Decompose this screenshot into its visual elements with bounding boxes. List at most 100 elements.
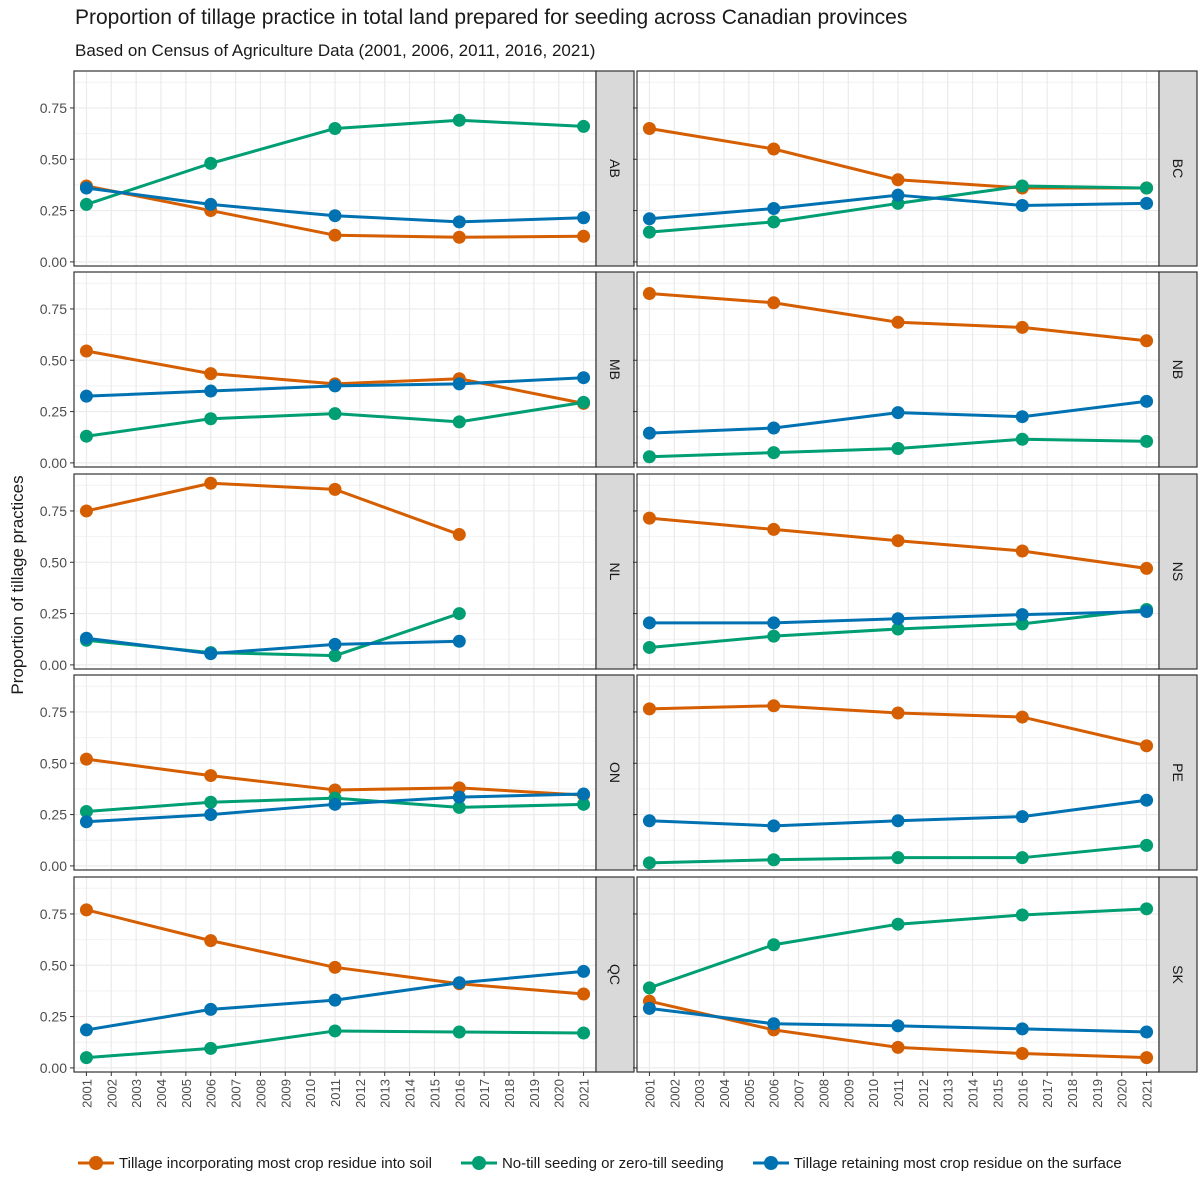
y-tick-label: 0.50 (40, 554, 67, 570)
data-point (1015, 608, 1029, 622)
data-point (767, 819, 781, 833)
data-point (204, 647, 218, 661)
y-tick-label: 0.25 (40, 606, 67, 622)
data-point (204, 476, 218, 490)
data-point (1015, 617, 1029, 631)
data-point (1140, 739, 1154, 753)
data-point (767, 699, 781, 713)
data-point (1015, 1022, 1029, 1036)
data-point (767, 142, 781, 156)
data-point (1015, 179, 1029, 193)
chart-title: Proportion of tillage practice in total … (75, 6, 908, 29)
panel-bc: BC (633, 70, 1198, 267)
x-tick-label: 2008 (816, 1079, 831, 1108)
data-point (328, 993, 342, 1007)
x-tick-label: 2011 (891, 1079, 906, 1107)
data-point (79, 631, 93, 645)
data-point (452, 377, 466, 391)
panel-qc: 0.00 0.25 0.50 0.75 2001 2002 2003 2004 2005 2006… (40, 876, 635, 1108)
x-tick-label: 2020 (552, 1079, 567, 1108)
data-point (79, 197, 93, 211)
data-point (1140, 561, 1154, 575)
data-point (767, 853, 781, 867)
panel-on: 0.00 0.25 0.50 0.75 ON (40, 674, 635, 874)
panel-mb: 0.00 0.25 0.50 0.75 MB (40, 271, 635, 471)
panel-ab: 0.00 0.25 0.50 0.75 AB (40, 70, 635, 270)
legend-label-incorporating: Tillage incorporating most crop residue … (119, 1154, 432, 1172)
data-point (577, 787, 591, 801)
panel-sk: 2001 2002 2003 2004 2005 2006 2007 2008 2009 2010… (633, 876, 1198, 1108)
x-tick-label: 2006 (204, 1079, 219, 1108)
data-point (79, 1051, 93, 1065)
x-tick-label: 2021 (1140, 1079, 1155, 1108)
data-point (891, 442, 905, 456)
data-point (891, 315, 905, 329)
x-tick-label: 2016 (1015, 1079, 1030, 1108)
x-tick-label: 2019 (527, 1079, 542, 1108)
facet-label: SK (1170, 965, 1186, 984)
data-point (328, 1024, 342, 1038)
data-point (79, 181, 93, 195)
x-tick-label: 2014 (966, 1079, 981, 1108)
data-point (204, 197, 218, 211)
series-line (86, 481, 460, 536)
data-point (328, 482, 342, 496)
data-point (328, 379, 342, 393)
data-point (767, 215, 781, 229)
x-tick-label: 2009 (278, 1079, 293, 1108)
y-tick-label: 0.50 (40, 352, 67, 368)
legend-key-incorporating (75, 1153, 117, 1173)
facet-label: AB (607, 159, 623, 178)
data-point (328, 121, 342, 135)
data-point (767, 446, 781, 460)
data-point (1015, 810, 1029, 824)
facet-strip (1158, 70, 1198, 267)
data-point (891, 706, 905, 720)
data-point (891, 173, 905, 187)
data-point (891, 851, 905, 865)
data-point (1140, 1051, 1154, 1065)
data-point (1140, 838, 1154, 852)
y-tick-label: 0.00 (40, 657, 67, 673)
x-tick-label: 2013 (378, 1079, 393, 1108)
data-point (891, 1019, 905, 1033)
data-point (79, 429, 93, 443)
data-point (204, 367, 218, 381)
data-point (1015, 198, 1029, 212)
data-point (1015, 410, 1029, 424)
x-tick-label: 2005 (179, 1079, 194, 1108)
data-point (79, 815, 93, 829)
data-point (767, 522, 781, 536)
facet-label: PE (1170, 763, 1186, 782)
y-tick-label: 0.00 (40, 1060, 67, 1076)
facet-label: MB (607, 359, 623, 380)
data-point (642, 450, 656, 464)
data-point (452, 781, 466, 795)
y-tick-label: 0.75 (40, 906, 67, 922)
data-point (328, 407, 342, 421)
data-point (642, 856, 656, 870)
data-point (204, 769, 218, 783)
x-tick-label: 2015 (427, 1079, 442, 1108)
y-axis-title: Proportion of tillage practices (8, 475, 27, 694)
y-tick-label: 0.00 (40, 254, 67, 270)
x-tick-label: 2003 (129, 1079, 144, 1108)
chart-legend: Tillage incorporating most crop residue … (75, 1153, 1148, 1173)
data-point (204, 1041, 218, 1055)
data-point (452, 607, 466, 621)
data-point (204, 795, 218, 809)
data-point (642, 212, 656, 226)
data-point (577, 797, 591, 811)
x-tick-label: 2005 (742, 1079, 757, 1108)
x-tick-label: 2009 (841, 1079, 856, 1108)
x-tick-label: 2020 (1115, 1079, 1130, 1108)
data-point (767, 421, 781, 435)
data-point (79, 903, 93, 917)
x-tick-label: 2013 (941, 1079, 956, 1108)
data-point (79, 805, 93, 818)
data-point (642, 616, 656, 630)
facet-strip (595, 674, 635, 871)
y-tick-label: 0.00 (40, 455, 67, 471)
data-point (767, 296, 781, 310)
x-tick-label: 2018 (502, 1079, 517, 1108)
